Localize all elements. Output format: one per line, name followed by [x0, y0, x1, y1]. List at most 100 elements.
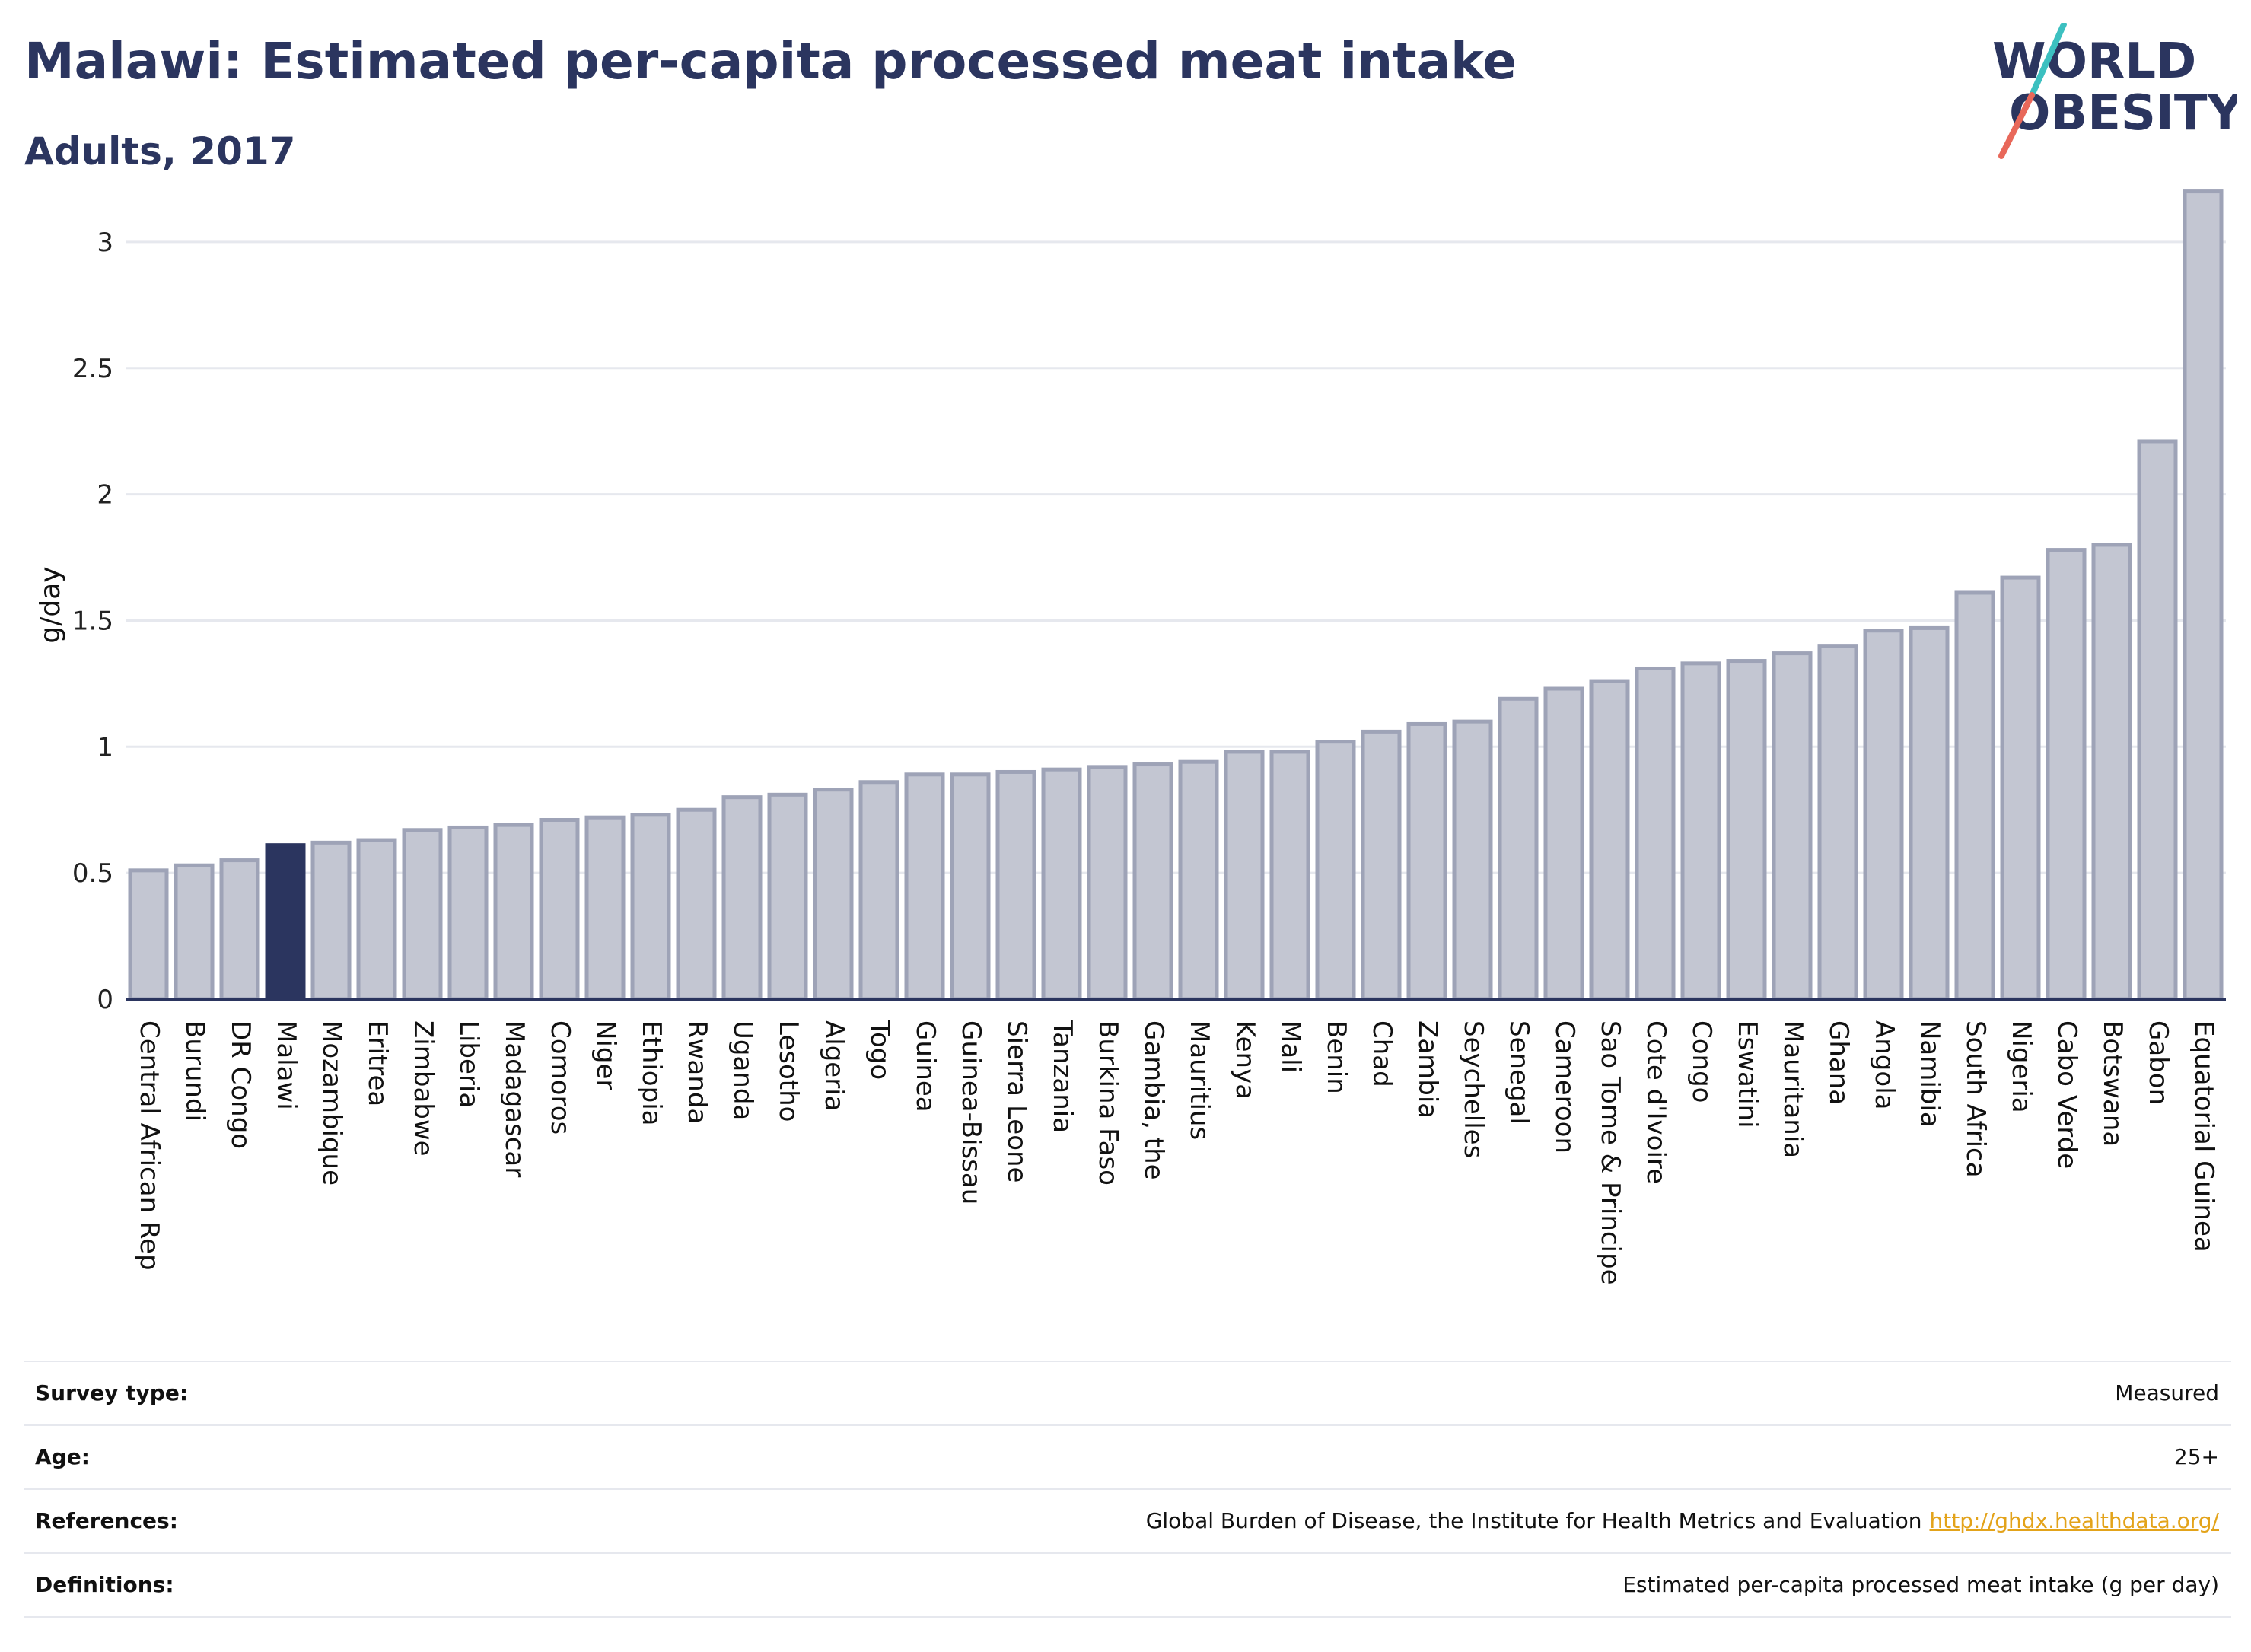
- x-tick-label: Gambia, the: [1138, 1020, 1169, 1180]
- bar[interactable]: [1406, 721, 1447, 1001]
- bar[interactable]: [1361, 729, 1402, 1001]
- bar[interactable]: [1863, 629, 1904, 1001]
- reference-link[interactable]: http://ghdx.healthdata.org/: [1929, 1508, 2219, 1533]
- bar[interactable]: [904, 772, 945, 1001]
- bar[interactable]: [128, 868, 169, 1001]
- bar[interactable]: [1589, 679, 1630, 1001]
- x-tick-label: South Africa: [1960, 1020, 1991, 1178]
- bar[interactable]: [2046, 548, 2087, 1001]
- bar[interactable]: [1726, 659, 1767, 1001]
- bar[interactable]: [1132, 762, 1173, 1001]
- bar[interactable]: [995, 769, 1036, 1001]
- x-tick-label: Ethiopia: [636, 1020, 667, 1125]
- x-tick-label: Equatorial Guinea: [2189, 1020, 2219, 1253]
- bar[interactable]: [2137, 439, 2178, 1001]
- bar[interactable]: [174, 863, 215, 1001]
- bar[interactable]: [539, 817, 580, 1001]
- info-label: Age:: [35, 1444, 90, 1469]
- bar[interactable]: [2000, 575, 2041, 1001]
- bar[interactable]: [2091, 543, 2132, 1001]
- bar[interactable]: [721, 795, 763, 1001]
- bar[interactable]: [1543, 686, 1584, 1001]
- x-tick-label: Mali: [1275, 1020, 1306, 1073]
- bar[interactable]: [219, 858, 260, 1001]
- logo-slash-top: [2029, 23, 2067, 98]
- bar[interactable]: [356, 838, 397, 1001]
- bar[interactable]: [630, 813, 671, 1001]
- info-value-text: Estimated per-capita processed meat inta…: [1622, 1572, 2219, 1597]
- bar[interactable]: [402, 828, 443, 1001]
- bar[interactable]: [1772, 651, 1813, 1001]
- bar[interactable]: [1269, 750, 1310, 1001]
- x-tick-label: Cabo Verde: [2052, 1020, 2082, 1169]
- bar[interactable]: [584, 815, 626, 1001]
- bar[interactable]: [676, 807, 717, 1001]
- x-tick-label: Niger: [591, 1020, 621, 1090]
- bar[interactable]: [950, 772, 991, 1001]
- x-tick-label: Burundi: [180, 1020, 210, 1122]
- bar[interactable]: [1224, 750, 1265, 1001]
- x-tick-label: Malawi: [271, 1020, 301, 1110]
- x-tick-label: Lesotho: [773, 1020, 804, 1122]
- x-tick-label: Burkina Faso: [1093, 1020, 1123, 1186]
- x-tick-label: Sierra Leone: [1001, 1020, 1032, 1183]
- info-label: References:: [35, 1508, 178, 1533]
- bar[interactable]: [1178, 759, 1219, 1001]
- y-tick-label: 3: [97, 228, 113, 258]
- bar[interactable]: [493, 823, 534, 1001]
- x-tick-label: Mauritania: [1778, 1020, 1808, 1158]
- x-tick-label: Rwanda: [682, 1020, 712, 1124]
- x-tick-label: Eswatini: [1732, 1020, 1762, 1128]
- x-tick-label: Chad: [1367, 1020, 1397, 1087]
- x-tick-label: Madagascar: [499, 1020, 530, 1177]
- info-value-text: Global Burden of Disease, the Institute …: [1145, 1508, 1922, 1533]
- bar-highlight[interactable]: [265, 843, 306, 1001]
- bar[interactable]: [1452, 719, 1493, 1001]
- bar[interactable]: [2183, 189, 2224, 1001]
- bar[interactable]: [1954, 590, 1995, 1001]
- info-value: 25+: [2174, 1444, 2219, 1469]
- x-tick-label: Eritrea: [362, 1020, 393, 1106]
- x-tick-label: Cote d'Ivoire: [1641, 1020, 1671, 1184]
- x-tick-label: Gabon: [2143, 1020, 2173, 1105]
- x-tick-label: Guinea: [910, 1020, 941, 1112]
- x-tick-label: Senegal: [1504, 1020, 1534, 1125]
- y-tick-label: 2: [97, 480, 113, 511]
- bar[interactable]: [1315, 740, 1356, 1001]
- x-tick-labels: Central African Rep Burundi DR Congo Malawi…: [134, 1020, 2219, 1285]
- x-tick-label: Benin: [1321, 1020, 1352, 1094]
- world-obesity-logo: WORLD OBESITY: [1992, 23, 2237, 159]
- bar[interactable]: [858, 780, 899, 1001]
- bar[interactable]: [767, 792, 808, 1001]
- x-tick-label: Cameroon: [1549, 1020, 1580, 1154]
- info-value-text: Measured: [2115, 1380, 2219, 1405]
- bar[interactable]: [310, 840, 352, 1001]
- x-tick-label: DR Congo: [225, 1020, 256, 1149]
- y-tick-label: 0.5: [72, 858, 113, 889]
- bar[interactable]: [1909, 625, 1950, 1001]
- info-value-text: 25+: [2173, 1444, 2219, 1469]
- info-value: Measured: [2115, 1380, 2219, 1405]
- bar[interactable]: [1041, 767, 1082, 1001]
- bar[interactable]: [813, 788, 854, 1001]
- x-tick-label: Sao Tome & Principe: [1595, 1020, 1625, 1285]
- bar[interactable]: [1817, 644, 1858, 1001]
- y-tick-label: 1.5: [72, 606, 113, 636]
- bar[interactable]: [1635, 666, 1676, 1001]
- bar[interactable]: [1498, 696, 1539, 1001]
- info-label: Definitions:: [35, 1572, 174, 1597]
- x-tick-label: Tanzania: [1047, 1020, 1078, 1133]
- bar[interactable]: [1087, 765, 1128, 1001]
- chart-subtitle: Adults, 2017: [24, 129, 296, 173]
- x-tick-label: Guinea-Bissau: [956, 1020, 986, 1205]
- logo-text-world: WORLD: [1992, 33, 2196, 90]
- x-tick-label: Kenya: [1230, 1020, 1260, 1100]
- x-tick-label: Comoros: [545, 1020, 575, 1135]
- info-table: Survey type: Measured Age: 25+ References: Gl…: [24, 1361, 2231, 1618]
- bar[interactable]: [447, 825, 489, 1001]
- bar[interactable]: [1680, 661, 1721, 1001]
- logo-slash-bottom: [1998, 92, 2035, 159]
- y-tick-label: 0: [97, 985, 113, 1015]
- x-tick-label: Nigeria: [2006, 1020, 2036, 1113]
- bar-chart: 0 0.5 1 1.5 2 2.5 3 Central African Rep Burundi…: [35, 189, 2226, 1285]
